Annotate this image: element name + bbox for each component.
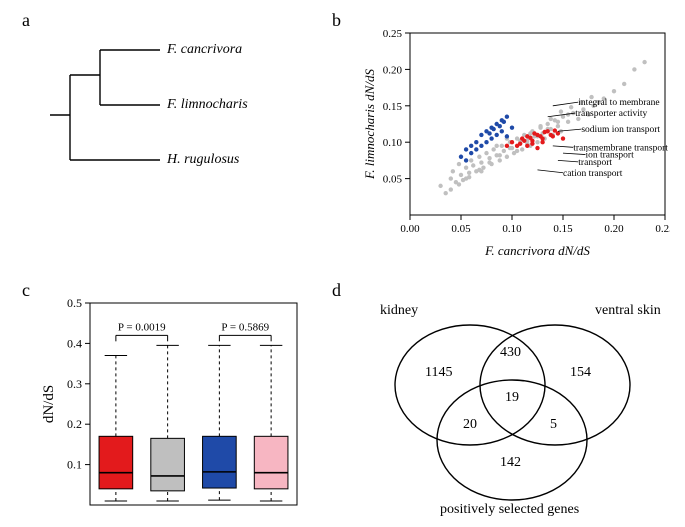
svg-text:dN/dS: dN/dS (41, 385, 57, 423)
venn-diagram: kidney ventral skin positively selected … (350, 295, 670, 520)
panel-label-d: d (332, 280, 341, 301)
panel-label-b: b (332, 10, 341, 31)
svg-text:0.20: 0.20 (383, 64, 403, 76)
scatter-plot: 0.00 0.05 0.10 0.15 0.20 0.25 0.05 0.10 0.15 0.20… (360, 25, 670, 260)
venn-n-kp: 20 (463, 417, 477, 433)
svg-text:0.15: 0.15 (383, 101, 403, 113)
svg-text:0.05: 0.05 (451, 223, 471, 235)
svg-text:0.20: 0.20 (604, 223, 624, 235)
venn-n-ventral: 154 (570, 365, 591, 381)
venn-label-kidney: kidney (380, 303, 418, 319)
svg-text:transporter activity: transporter activity (575, 109, 647, 119)
svg-text:transport: transport (578, 158, 612, 168)
svg-text:0.4: 0.4 (67, 336, 82, 350)
venn-label-ventral: ventral skin (595, 303, 661, 319)
svg-text:integral to membrane: integral to membrane (578, 98, 659, 108)
svg-text:0.05: 0.05 (383, 174, 403, 186)
tree-taxon-3: H. rugulosus (167, 152, 239, 168)
svg-text:0.25: 0.25 (383, 28, 403, 40)
svg-text:0.25: 0.25 (655, 223, 670, 235)
svg-text:0.5: 0.5 (67, 296, 82, 310)
svg-text:P = 0.0019: P = 0.0019 (118, 321, 166, 333)
venn-n-all: 19 (505, 390, 519, 406)
svg-text:0.15: 0.15 (553, 223, 573, 235)
venn-n-pos: 142 (500, 455, 521, 471)
svg-text:0.10: 0.10 (502, 223, 522, 235)
venn-n-vp: 5 (550, 417, 557, 433)
panel-label-c: c (22, 280, 30, 301)
svg-text:0.10: 0.10 (383, 137, 403, 149)
svg-text:0.00: 0.00 (400, 223, 420, 235)
tree-taxon-2: F. limnocharis (167, 97, 248, 113)
svg-text:F. cancrivora dN/dS: F. cancrivora dN/dS (484, 243, 590, 258)
tree-taxon-1: F. cancrivora (167, 42, 242, 58)
boxplot: 0.1 0.2 0.3 0.4 0.5 dN/dS P = 0.0019 P = 0.5869 (35, 295, 305, 520)
svg-text:P = 0.5869: P = 0.5869 (221, 321, 269, 333)
svg-text:0.2: 0.2 (67, 417, 82, 431)
venn-n-kv: 430 (500, 345, 521, 361)
svg-text:0.1: 0.1 (67, 458, 82, 472)
svg-text:0.3: 0.3 (67, 377, 82, 391)
svg-text:F. limnocharis dN/dS: F. limnocharis dN/dS (362, 69, 377, 180)
venn-n-kidney: 1145 (425, 365, 452, 381)
phylo-tree: F. cancrivora F. limnocharis H. rugulosu… (45, 30, 305, 210)
venn-label-pos: positively selected genes (440, 502, 579, 518)
svg-text:cation transport: cation transport (563, 169, 623, 179)
svg-text:sodium ion transport: sodium ion transport (581, 125, 660, 135)
panel-label-a: a (22, 10, 30, 31)
